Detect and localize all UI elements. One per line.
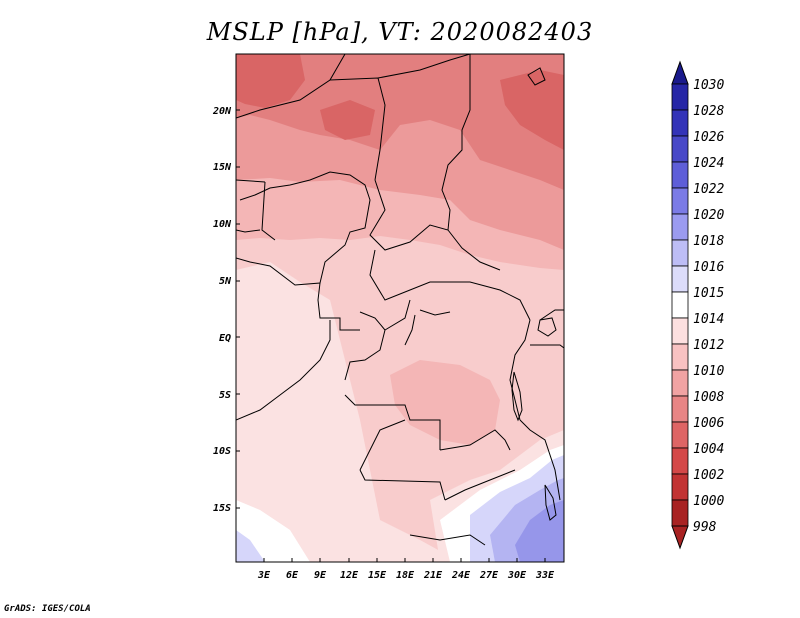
pressure-field	[236, 54, 564, 562]
colorbar-label: 1014	[693, 312, 724, 327]
lon-label: 33E	[535, 570, 555, 581]
field-1004-nw	[236, 54, 305, 108]
lon-label: 18E	[396, 570, 415, 581]
field-1010-basin	[390, 360, 500, 445]
lon-label: 21E	[423, 570, 443, 581]
colorbar-cell	[671, 369, 689, 397]
lon-label: 15E	[368, 570, 387, 581]
map-frame	[235, 53, 565, 563]
lon-label: 3E	[257, 570, 271, 581]
lat-ticks	[236, 109, 240, 509]
colorbar-cell	[671, 239, 689, 267]
colorbar-label: 1015	[693, 286, 724, 301]
lake-tanganyika	[511, 371, 523, 422]
colorbar-cell	[671, 499, 689, 527]
colorbar-cell	[671, 135, 689, 163]
colorbar-label: 1020	[693, 208, 724, 223]
colorbar-cell	[671, 213, 689, 241]
colorbar-cell	[671, 421, 689, 449]
colorbar-cell	[671, 317, 689, 345]
colorbar-label: 1004	[693, 442, 724, 457]
colorbar-label: 1000	[693, 494, 724, 509]
colorbar-label: 1012	[693, 338, 724, 353]
field-1020	[515, 500, 564, 562]
lakes	[511, 67, 557, 521]
grads-credit: GrADS: IGES/COLA	[4, 604, 91, 614]
lon-label: 6E	[286, 570, 299, 581]
lat-label: 10S	[213, 446, 231, 457]
lon-label: 9E	[314, 570, 327, 581]
colorbar-cell	[671, 447, 689, 475]
lat-label: 15S	[213, 503, 231, 514]
colorbar-cells	[671, 60, 689, 550]
lon-label: 30E	[507, 570, 527, 581]
colorbar-cell	[671, 83, 689, 111]
lon-label: 24E	[451, 570, 471, 581]
colorbar-labels: 1030 1028 1026 1024 1022 1020 1018 1016 1015 1014…	[693, 78, 724, 535]
colorbar-label: 1026	[693, 130, 724, 145]
field-1004-ne	[500, 70, 564, 150]
colorbar-cell	[671, 395, 689, 423]
field-1015-sw	[236, 500, 310, 562]
colorbar-cell	[671, 161, 689, 189]
lat-label: 20N	[212, 106, 232, 117]
colorbar-label: 998	[693, 520, 717, 535]
colorbar-cell	[671, 187, 689, 215]
colorbar-min-arrow	[671, 525, 689, 550]
colorbar-label: 1024	[693, 156, 724, 171]
colorbar-label: 1022	[693, 182, 724, 197]
lon-label: 12E	[340, 570, 359, 581]
colorbar-cell	[671, 265, 689, 293]
lon-label: 27E	[479, 570, 499, 581]
colorbar-label: 1030	[693, 78, 724, 93]
field-1016-sw	[236, 530, 265, 562]
colorbar-label: 1010	[693, 364, 724, 379]
colorbar-label: 1028	[693, 104, 724, 119]
colorbar-label: 1016	[693, 260, 724, 275]
colorbar-label: 1008	[693, 390, 724, 405]
map-title: MSLP [hPa], VT: 2020082403	[206, 18, 594, 46]
lat-label: EQ	[219, 333, 231, 344]
field-1004-center	[320, 100, 375, 140]
colorbar-label: 1006	[693, 416, 724, 431]
colorbar-cell	[671, 473, 689, 501]
field-1014-west	[236, 262, 460, 562]
lon-ticks	[263, 558, 546, 562]
lake-malawi	[544, 484, 557, 521]
colorbar-cell	[671, 343, 689, 371]
colorbar-label: 1002	[693, 468, 724, 483]
lake-tana	[527, 67, 546, 86]
country-borders	[236, 54, 564, 546]
lat-label: 10N	[213, 219, 232, 230]
colorbar-max-arrow	[671, 60, 689, 85]
lon-axis: 3E 6E 9E 12E 15E 18E 21E 24E 27E 30E 33E	[257, 570, 555, 581]
lat-label: 5S	[219, 390, 231, 401]
colorbar-cell	[671, 109, 689, 137]
lat-label: 5N	[219, 276, 232, 287]
colorbar-cell	[671, 291, 689, 319]
colorbar-label: 1018	[693, 234, 724, 249]
lat-label: 15N	[213, 162, 232, 173]
lat-axis: 20N 15N 10N 5N EQ 5S 10S 15S	[212, 106, 232, 514]
lake-victoria	[537, 317, 557, 337]
